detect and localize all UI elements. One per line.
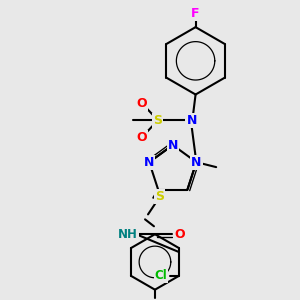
Text: S: S: [155, 190, 164, 203]
Text: O: O: [174, 228, 185, 241]
Text: N: N: [191, 156, 202, 169]
Text: O: O: [137, 97, 147, 110]
Text: S: S: [153, 114, 162, 127]
Text: N: N: [144, 156, 154, 169]
Text: O: O: [137, 130, 147, 144]
Text: F: F: [191, 7, 200, 20]
Text: NH: NH: [118, 228, 138, 241]
Text: N: N: [186, 114, 197, 127]
Text: N: N: [168, 139, 178, 152]
Text: Cl: Cl: [155, 269, 167, 282]
